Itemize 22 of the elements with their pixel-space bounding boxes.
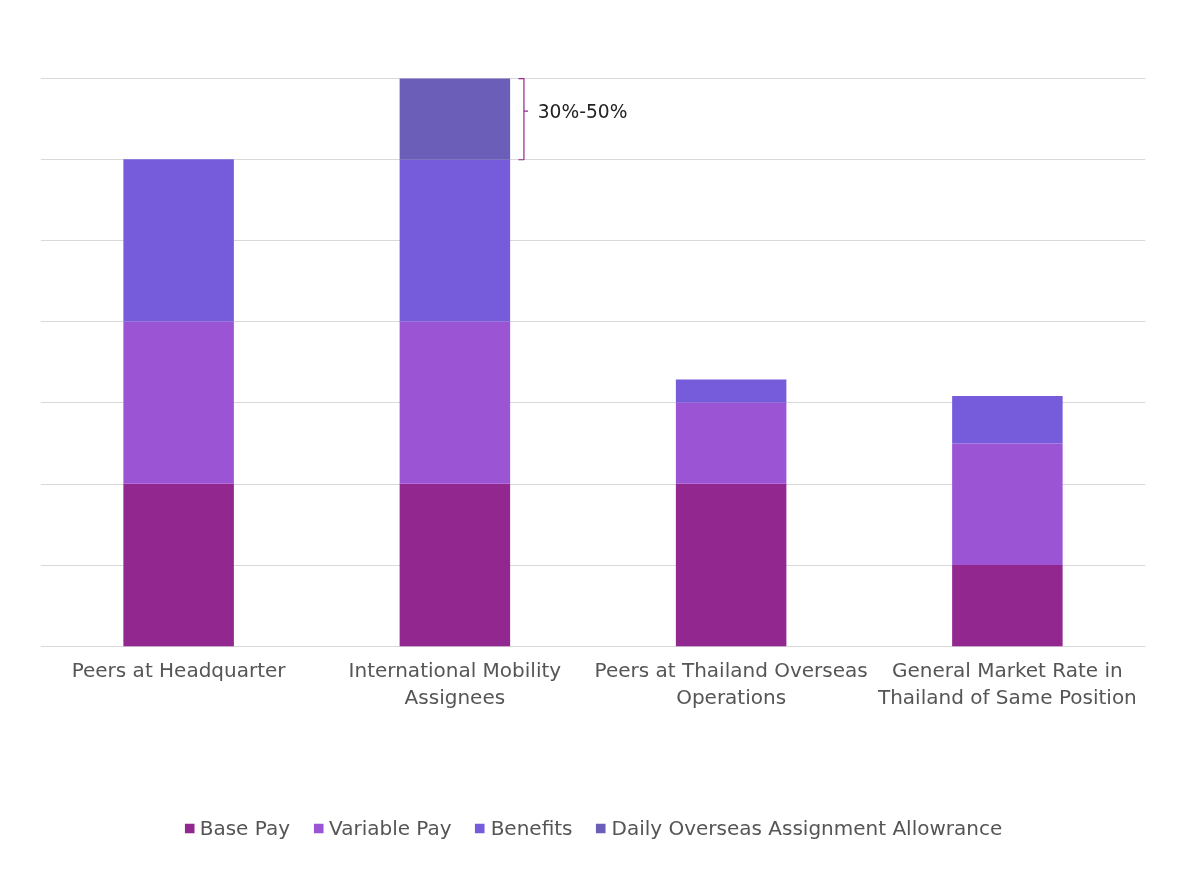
- bar: [952, 565, 1063, 647]
- bar: [123, 483, 234, 647]
- bar: [399, 78, 511, 160]
- x-tick-label: Peers at Headquarter: [71, 657, 287, 682]
- bar: [123, 321, 234, 484]
- bar: [399, 321, 511, 484]
- bar: [399, 483, 511, 647]
- x-tick-label: Peers at Thailand Overseas Operations: [594, 657, 868, 710]
- bar: [675, 402, 787, 484]
- legend-label: Daily Overseas Assignment Allowrance: [611, 816, 1003, 840]
- bar: [675, 483, 787, 647]
- bar: [123, 159, 234, 322]
- bar: [399, 159, 511, 322]
- bar: [675, 379, 787, 403]
- legend-label: Variable Pay: [329, 816, 452, 840]
- annotation: 30%-50%: [537, 100, 628, 122]
- legend-label: Benefits: [490, 816, 573, 840]
- bar: [952, 443, 1063, 566]
- x-tick-label: International Mobility Assignees: [348, 657, 562, 710]
- bar: [952, 395, 1063, 444]
- legend-label: Base Pay: [199, 816, 291, 840]
- x-tick-label: General Market Rate in Thailand of Same Position: [876, 657, 1137, 710]
